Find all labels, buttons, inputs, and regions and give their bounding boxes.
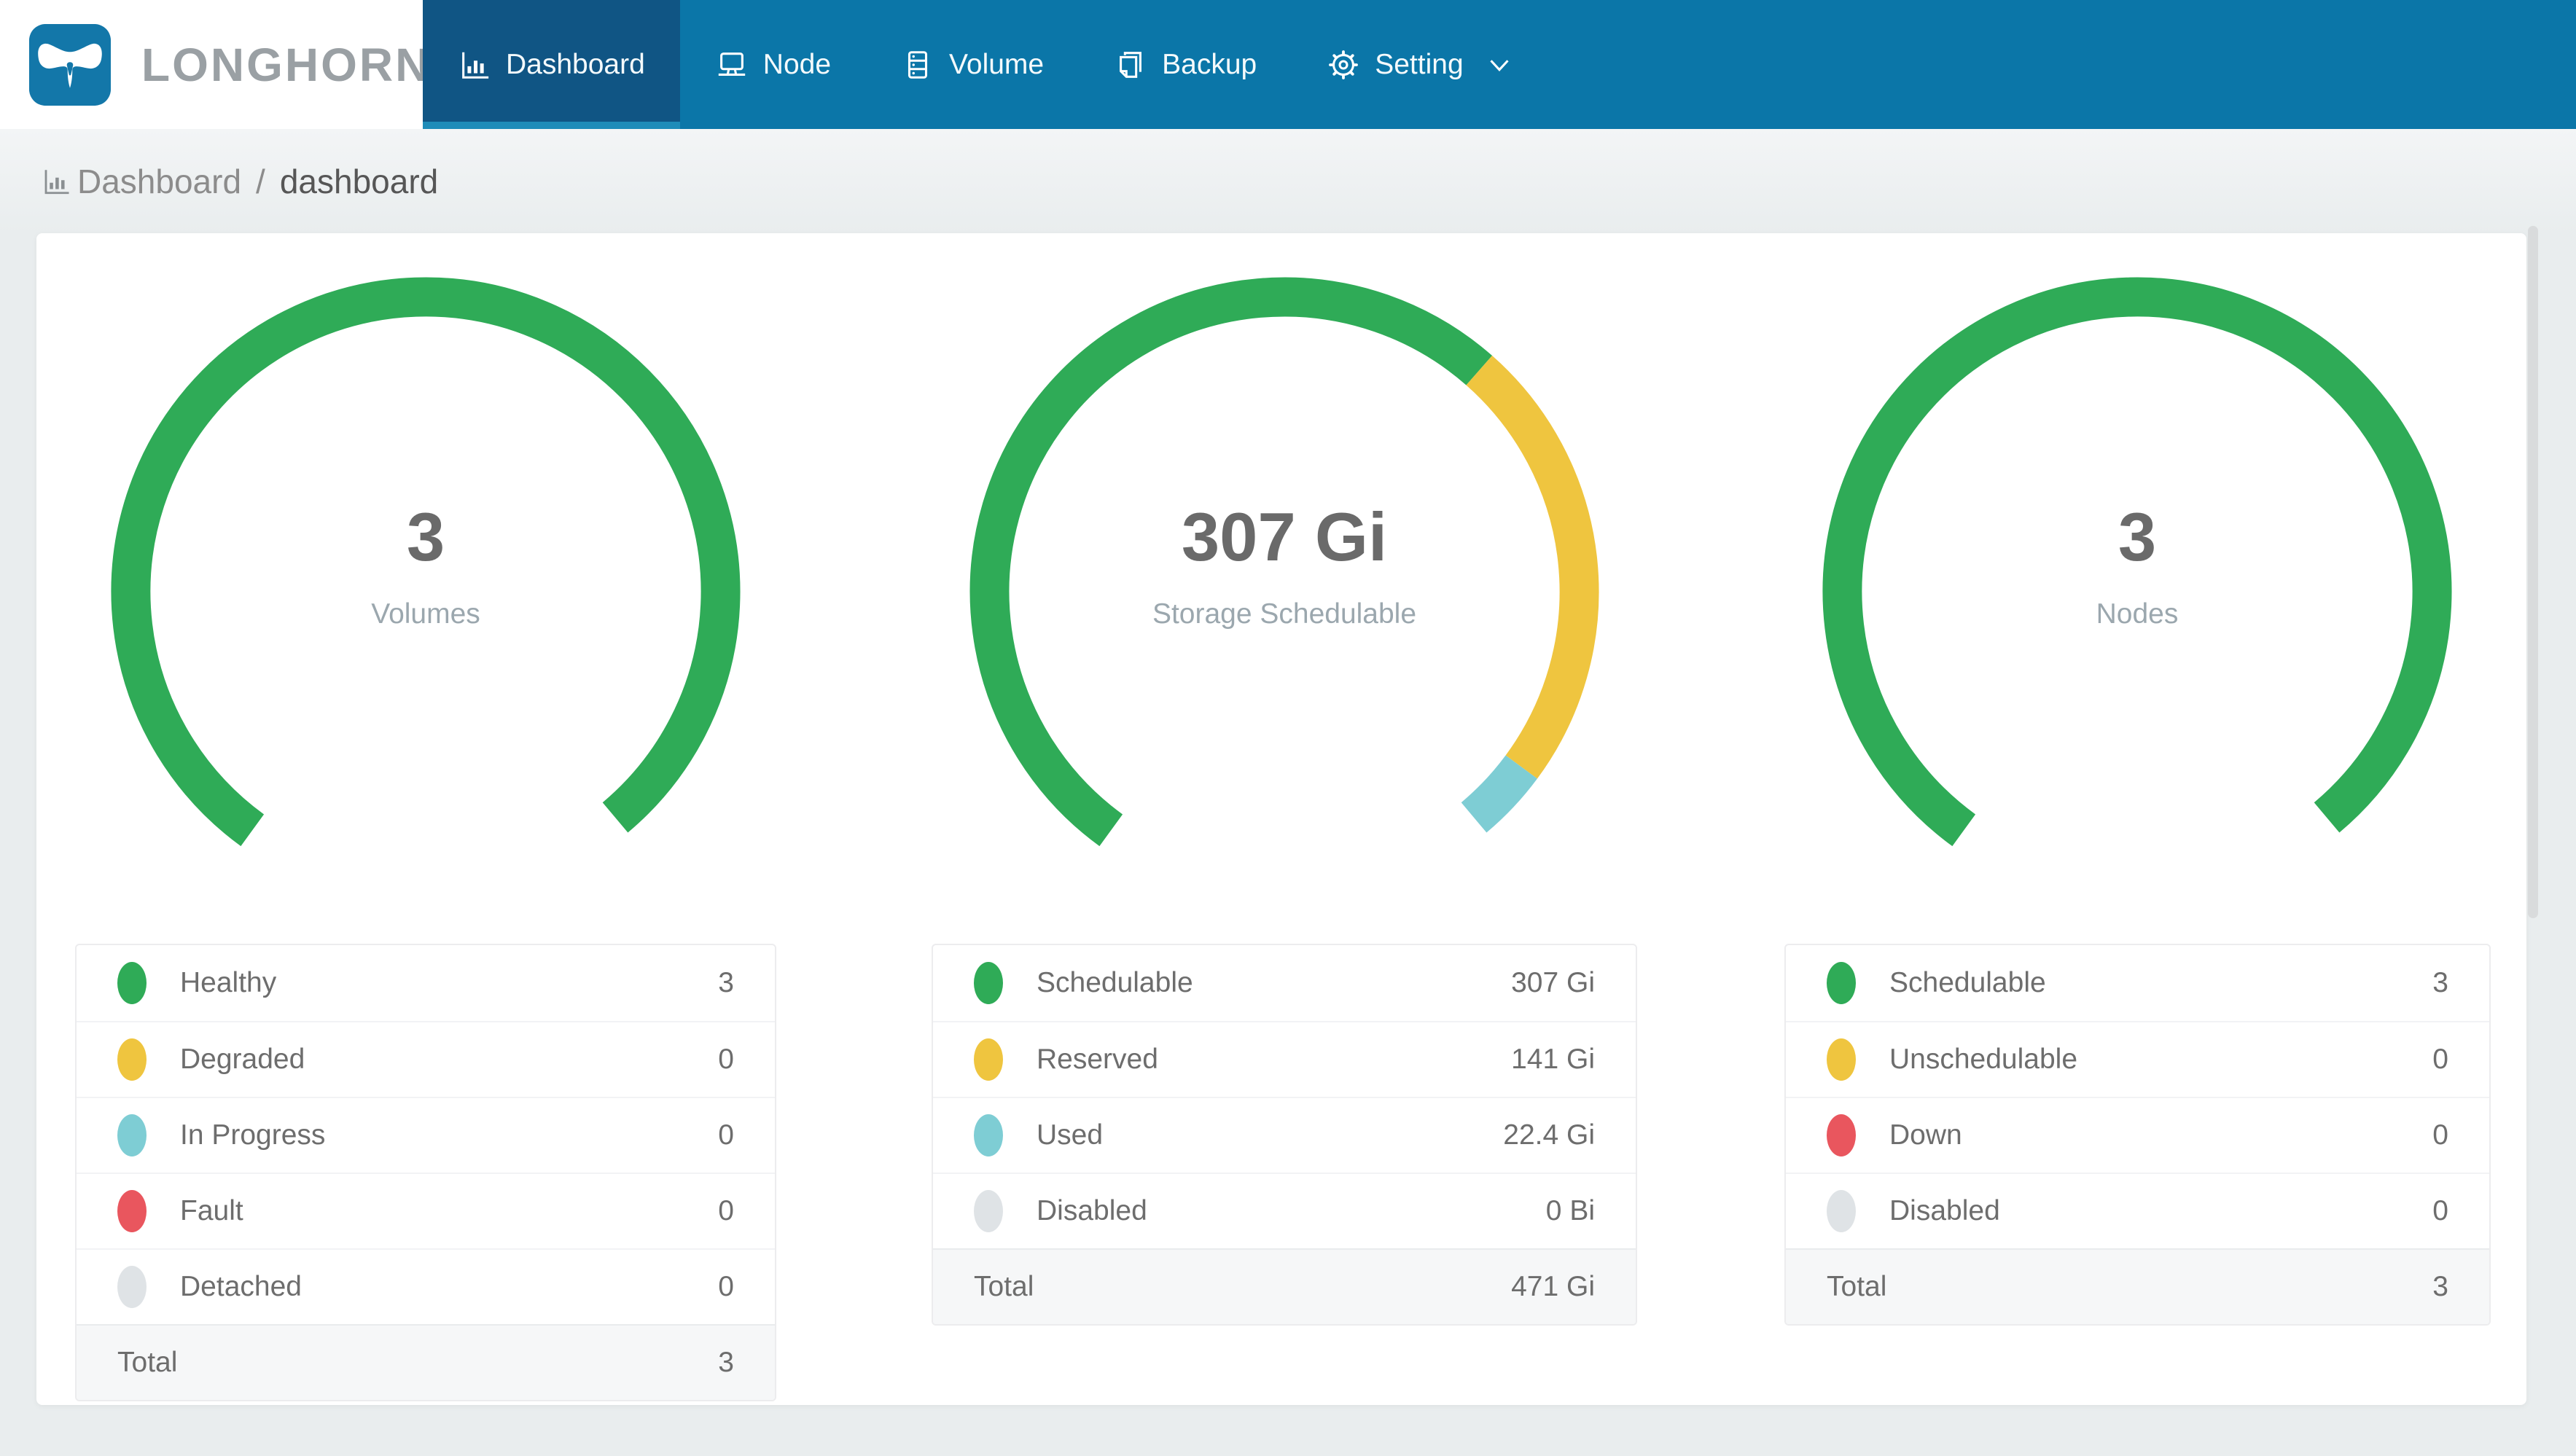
- nodes-gauge-label: Nodes: [2096, 598, 2179, 630]
- legend-dot-schedulable: [974, 962, 1003, 1004]
- legend-dot-used: [974, 1114, 1003, 1156]
- table-row: Degraded 0: [77, 1021, 775, 1097]
- legend-dot-disabled: [1827, 1190, 1856, 1232]
- legend-dot-healthy: [117, 962, 147, 1004]
- table-row: In Progress 0: [77, 1097, 775, 1173]
- legend-dot-fault: [117, 1190, 147, 1232]
- nav-item-backup[interactable]: Backup: [1079, 0, 1292, 129]
- volumes-gauge-label: Volumes: [371, 598, 480, 630]
- nodes-count: 3: [2118, 498, 2157, 575]
- setting-icon: [1329, 50, 1359, 79]
- breadcrumb-dashboard-link[interactable]: Dashboard: [77, 162, 242, 200]
- legend-dot-disabled: [974, 1190, 1003, 1232]
- chevron-down-icon: [1490, 59, 1509, 71]
- legend-dot-down: [1827, 1114, 1856, 1156]
- volumes-gauge: 3 Volumes: [109, 275, 743, 909]
- table-total-row: Total 471 Gi: [933, 1248, 1636, 1324]
- nav-item-node[interactable]: Node: [680, 0, 866, 129]
- storage-legend-table: Schedulable 307 Gi Reserved 141 Gi Used …: [932, 944, 1637, 1326]
- legend-dot-degraded: [117, 1038, 147, 1081]
- dashboard-icon: [462, 52, 489, 79]
- table-row: Schedulable 307 Gi: [933, 945, 1636, 1021]
- storage-gauge: 307 Gi Storage Schedulable: [967, 275, 1601, 909]
- top-nav-bar: LONGHORN Dashboard Node Volume: [0, 0, 2576, 129]
- backup-icon: [1120, 51, 1142, 78]
- table-row: Detached 0: [77, 1248, 775, 1324]
- volume-icon: [908, 50, 928, 79]
- dashboard-card: 3 Volumes 307 Gi Storage Schedulable 3 N…: [36, 233, 2526, 1405]
- vertical-scrollbar-thumb[interactable]: [2528, 226, 2538, 918]
- storage-schedulable-value: 307 Gi: [1181, 498, 1388, 575]
- table-row: Disabled 0: [1786, 1173, 2489, 1248]
- table-total-row: Total 3: [77, 1324, 775, 1400]
- legend-dot-unschedulable: [1827, 1038, 1856, 1081]
- nodes-legend-table: Schedulable 3 Unschedulable 0 Down 0 Dis…: [1784, 944, 2491, 1326]
- logo[interactable]: LONGHORN: [0, 0, 429, 129]
- table-row: Used 22.4 Gi: [933, 1097, 1636, 1173]
- bar-chart-icon: [44, 169, 69, 194]
- volumes-legend-table: Healthy 3 Degraded 0 In Progress 0 Fault…: [75, 944, 776, 1401]
- active-tab-underline: [423, 122, 680, 129]
- table-row: Healthy 3: [77, 945, 775, 1021]
- volumes-count: 3: [406, 498, 445, 575]
- main-nav: Dashboard Node Volume Backup: [423, 0, 1551, 129]
- brand-name: LONGHORN: [141, 38, 432, 91]
- breadcrumb: Dashboard / dashboard: [0, 129, 2576, 233]
- nav-item-volume[interactable]: Volume: [866, 0, 1079, 129]
- legend-dot-in-progress: [117, 1114, 147, 1156]
- nav-item-setting[interactable]: Setting: [1292, 0, 1550, 129]
- legend-dot-schedulable: [1827, 962, 1856, 1004]
- table-total-row: Total 3: [1786, 1248, 2489, 1324]
- table-row: Schedulable 3: [1786, 945, 2489, 1021]
- breadcrumb-separator: /: [256, 162, 265, 200]
- table-row: Disabled 0 Bi: [933, 1173, 1636, 1248]
- nav-item-dashboard[interactable]: Dashboard: [423, 0, 680, 129]
- table-row: Fault 0: [77, 1173, 775, 1248]
- breadcrumb-current-page: dashboard: [279, 162, 439, 200]
- table-row: Unschedulable 0: [1786, 1021, 2489, 1097]
- legend-dot-reserved: [974, 1038, 1003, 1081]
- legend-dot-detached: [117, 1266, 147, 1308]
- node-icon: [718, 52, 746, 76]
- table-row: Down 0: [1786, 1097, 2489, 1173]
- storage-gauge-label: Storage Schedulable: [1152, 598, 1417, 630]
- table-row: Reserved 141 Gi: [933, 1021, 1636, 1097]
- nodes-gauge: 3 Nodes: [1820, 275, 2454, 909]
- longhorn-bull-icon: [29, 23, 111, 106]
